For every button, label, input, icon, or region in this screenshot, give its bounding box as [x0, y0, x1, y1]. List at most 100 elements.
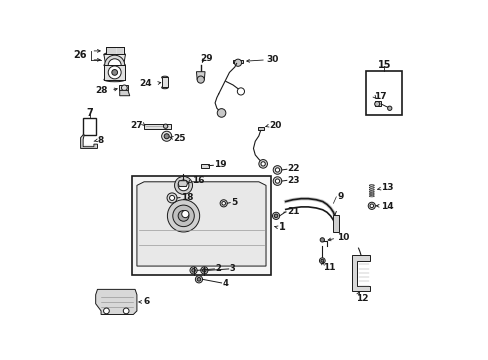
Ellipse shape [104, 63, 125, 67]
Polygon shape [104, 65, 125, 80]
Circle shape [319, 258, 325, 264]
Circle shape [169, 195, 174, 201]
Circle shape [104, 55, 124, 75]
Ellipse shape [162, 76, 168, 79]
Text: 19: 19 [214, 161, 226, 170]
Bar [333, 215, 339, 232]
Circle shape [174, 176, 192, 194]
Text: 20: 20 [268, 121, 281, 130]
Circle shape [258, 159, 267, 168]
Ellipse shape [162, 86, 168, 89]
Polygon shape [196, 72, 204, 80]
Circle shape [201, 267, 207, 274]
Circle shape [273, 166, 281, 174]
Bar [131, 176, 271, 275]
Circle shape [320, 259, 323, 262]
Text: 16: 16 [192, 176, 204, 185]
Circle shape [220, 200, 227, 207]
Circle shape [112, 69, 117, 75]
Bar [366, 71, 402, 116]
Circle shape [261, 162, 265, 166]
Text: 17: 17 [373, 92, 386, 101]
Text: 8: 8 [97, 136, 103, 145]
Text: 10: 10 [336, 233, 349, 242]
Text: 7: 7 [86, 108, 93, 118]
Text: 29: 29 [201, 54, 213, 63]
Circle shape [197, 278, 201, 281]
Text: 4: 4 [222, 279, 228, 288]
Polygon shape [96, 289, 137, 315]
Text: 27: 27 [130, 121, 143, 130]
Circle shape [273, 177, 281, 185]
Circle shape [320, 238, 324, 242]
Circle shape [275, 179, 279, 183]
Circle shape [234, 59, 241, 66]
Circle shape [195, 276, 202, 283]
Circle shape [275, 168, 279, 172]
Circle shape [197, 76, 204, 83]
Circle shape [191, 269, 195, 272]
Text: 3: 3 [229, 264, 235, 273]
Polygon shape [105, 47, 123, 54]
Circle shape [108, 59, 121, 72]
Circle shape [121, 85, 127, 91]
Circle shape [369, 204, 373, 208]
Circle shape [123, 308, 129, 314]
Circle shape [190, 267, 197, 274]
Text: 5: 5 [230, 198, 237, 207]
Polygon shape [120, 90, 129, 96]
Circle shape [163, 124, 167, 129]
Polygon shape [233, 60, 243, 63]
Polygon shape [144, 124, 171, 129]
Text: 22: 22 [287, 165, 300, 174]
Polygon shape [201, 163, 208, 168]
Circle shape [367, 202, 375, 210]
Text: 14: 14 [381, 202, 393, 211]
Ellipse shape [104, 77, 125, 82]
Circle shape [167, 193, 177, 203]
Text: 15: 15 [377, 60, 390, 70]
Circle shape [164, 134, 169, 139]
Bar [105, 47, 123, 54]
Polygon shape [258, 127, 264, 130]
Circle shape [274, 214, 277, 218]
Text: 13: 13 [381, 183, 393, 192]
Text: 1: 1 [278, 222, 285, 232]
Text: 28: 28 [95, 86, 107, 95]
Text: 2: 2 [215, 264, 221, 273]
Circle shape [162, 131, 171, 141]
Circle shape [178, 180, 188, 191]
Polygon shape [351, 255, 369, 291]
Bar [104, 65, 125, 80]
Circle shape [374, 102, 379, 107]
Text: 30: 30 [266, 55, 279, 64]
Polygon shape [104, 54, 125, 65]
Circle shape [167, 200, 199, 232]
Polygon shape [374, 101, 380, 107]
Circle shape [182, 211, 188, 218]
Circle shape [222, 202, 225, 205]
Circle shape [387, 106, 391, 111]
Text: 12: 12 [356, 294, 368, 303]
Text: 9: 9 [336, 192, 343, 201]
Polygon shape [81, 135, 97, 148]
Text: 23: 23 [287, 176, 300, 185]
Text: 24: 24 [140, 79, 152, 88]
Text: 18: 18 [180, 193, 193, 202]
Circle shape [178, 211, 188, 221]
Text: 21: 21 [286, 207, 299, 216]
Polygon shape [137, 182, 265, 266]
Circle shape [217, 109, 225, 117]
Circle shape [237, 88, 244, 95]
Text: 6: 6 [143, 297, 149, 306]
Circle shape [272, 212, 279, 220]
Circle shape [103, 308, 109, 314]
Circle shape [202, 269, 206, 272]
Bar [83, 118, 96, 135]
Text: 25: 25 [172, 134, 185, 143]
Bar [162, 77, 168, 87]
Polygon shape [119, 85, 128, 90]
Text: 11: 11 [323, 263, 335, 272]
Ellipse shape [104, 52, 125, 57]
Polygon shape [178, 181, 187, 186]
